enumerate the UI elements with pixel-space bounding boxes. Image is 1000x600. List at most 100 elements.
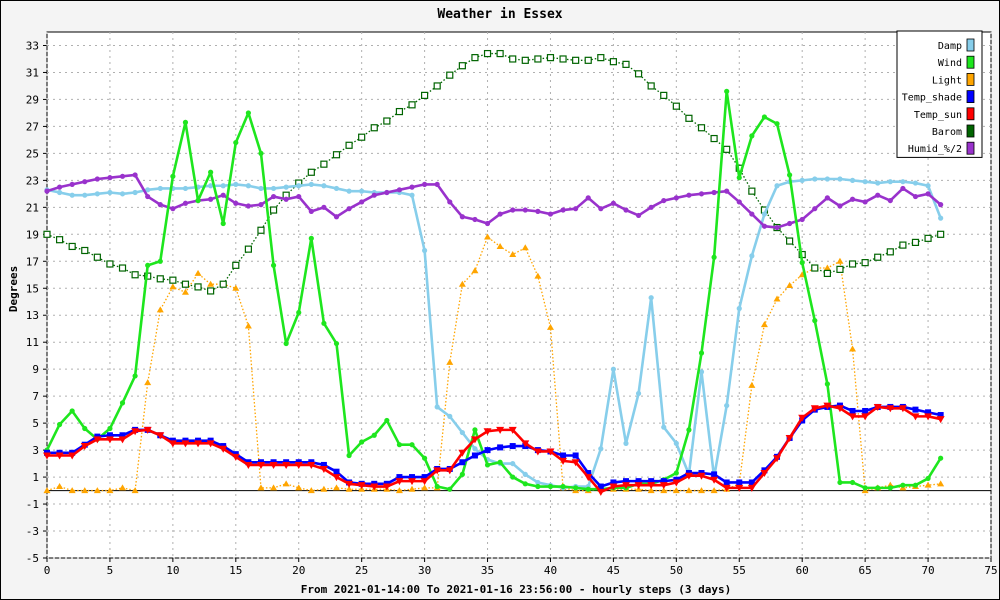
data-point xyxy=(659,482,668,490)
data-point xyxy=(208,169,214,175)
data-point xyxy=(395,487,403,494)
data-point xyxy=(647,482,656,490)
data-point xyxy=(81,246,89,255)
data-point xyxy=(648,295,654,301)
data-point xyxy=(887,179,893,185)
data-point xyxy=(257,226,265,234)
data-point xyxy=(256,461,265,469)
data-point xyxy=(446,358,454,365)
data-point xyxy=(269,461,278,469)
data-point xyxy=(812,206,818,212)
data-point xyxy=(483,49,492,58)
data-point xyxy=(181,280,190,288)
data-point xyxy=(144,379,152,386)
data-point xyxy=(747,484,756,492)
data-point xyxy=(623,440,629,446)
data-point xyxy=(761,223,768,229)
data-point xyxy=(421,484,429,491)
data-point xyxy=(132,373,138,379)
data-point xyxy=(208,183,214,189)
data-point xyxy=(760,470,769,478)
data-point xyxy=(886,405,895,413)
data-point xyxy=(307,168,315,176)
data-point xyxy=(911,238,920,246)
data-point xyxy=(308,235,314,241)
data-point xyxy=(522,471,528,477)
data-point xyxy=(69,408,75,414)
data-point xyxy=(773,455,782,463)
data-point xyxy=(535,479,541,486)
data-point xyxy=(269,206,278,214)
data-point xyxy=(736,175,742,181)
data-point xyxy=(445,467,454,475)
legend-item: Temp_sun xyxy=(914,107,975,121)
data-point xyxy=(420,478,429,486)
data-point xyxy=(245,203,251,209)
data-point xyxy=(383,117,391,125)
data-point xyxy=(748,381,756,388)
data-point xyxy=(521,440,530,448)
legend-label: Temp_sun xyxy=(914,110,962,121)
y-tick-label: 23 xyxy=(26,174,39,187)
data-point xyxy=(661,197,667,204)
data-point xyxy=(786,282,794,289)
data-point xyxy=(80,443,89,451)
data-point xyxy=(573,485,579,491)
data-point xyxy=(408,485,416,492)
data-point xyxy=(170,173,176,179)
data-point xyxy=(724,402,730,409)
data-point xyxy=(307,487,315,494)
data-point xyxy=(861,413,870,421)
legend-item: Wind xyxy=(938,55,975,69)
data-point xyxy=(233,181,239,188)
data-point xyxy=(785,434,794,442)
data-point xyxy=(673,470,679,476)
data-point xyxy=(787,220,793,227)
data-point xyxy=(56,483,64,490)
data-point xyxy=(132,189,138,196)
data-point xyxy=(447,199,453,205)
data-point xyxy=(496,426,505,434)
data-point xyxy=(635,478,642,485)
data-point xyxy=(433,467,442,475)
data-point xyxy=(422,181,428,188)
data-point xyxy=(484,220,491,227)
data-point xyxy=(384,417,390,424)
data-point xyxy=(321,183,327,189)
y-tick-label: -1 xyxy=(26,498,39,511)
data-point xyxy=(118,436,127,444)
data-point xyxy=(106,432,113,439)
data-point xyxy=(875,180,881,186)
data-point xyxy=(194,283,202,291)
data-point xyxy=(168,440,177,448)
data-point xyxy=(220,183,226,189)
data-point xyxy=(686,192,692,198)
data-point xyxy=(647,82,655,90)
data-point xyxy=(862,179,868,185)
data-point xyxy=(722,484,731,492)
data-point xyxy=(459,459,466,466)
data-point xyxy=(55,236,64,244)
legend-item: Barom xyxy=(932,124,975,138)
data-point xyxy=(497,444,504,451)
data-point xyxy=(359,199,365,205)
data-point xyxy=(107,175,113,181)
data-point xyxy=(145,262,151,268)
data-point xyxy=(296,193,302,200)
data-point xyxy=(321,204,327,210)
data-point xyxy=(723,479,730,486)
data-point xyxy=(320,485,328,492)
data-point xyxy=(308,181,314,188)
data-point xyxy=(156,275,164,283)
data-point xyxy=(672,487,680,494)
data-point xyxy=(169,276,177,284)
data-point xyxy=(849,196,856,202)
legend-label: Barom xyxy=(932,127,962,138)
data-point xyxy=(635,212,642,219)
data-point xyxy=(887,485,893,491)
data-point xyxy=(484,447,491,454)
data-point xyxy=(119,484,127,491)
data-point xyxy=(610,479,617,486)
data-point xyxy=(837,176,843,182)
data-point xyxy=(534,55,542,63)
